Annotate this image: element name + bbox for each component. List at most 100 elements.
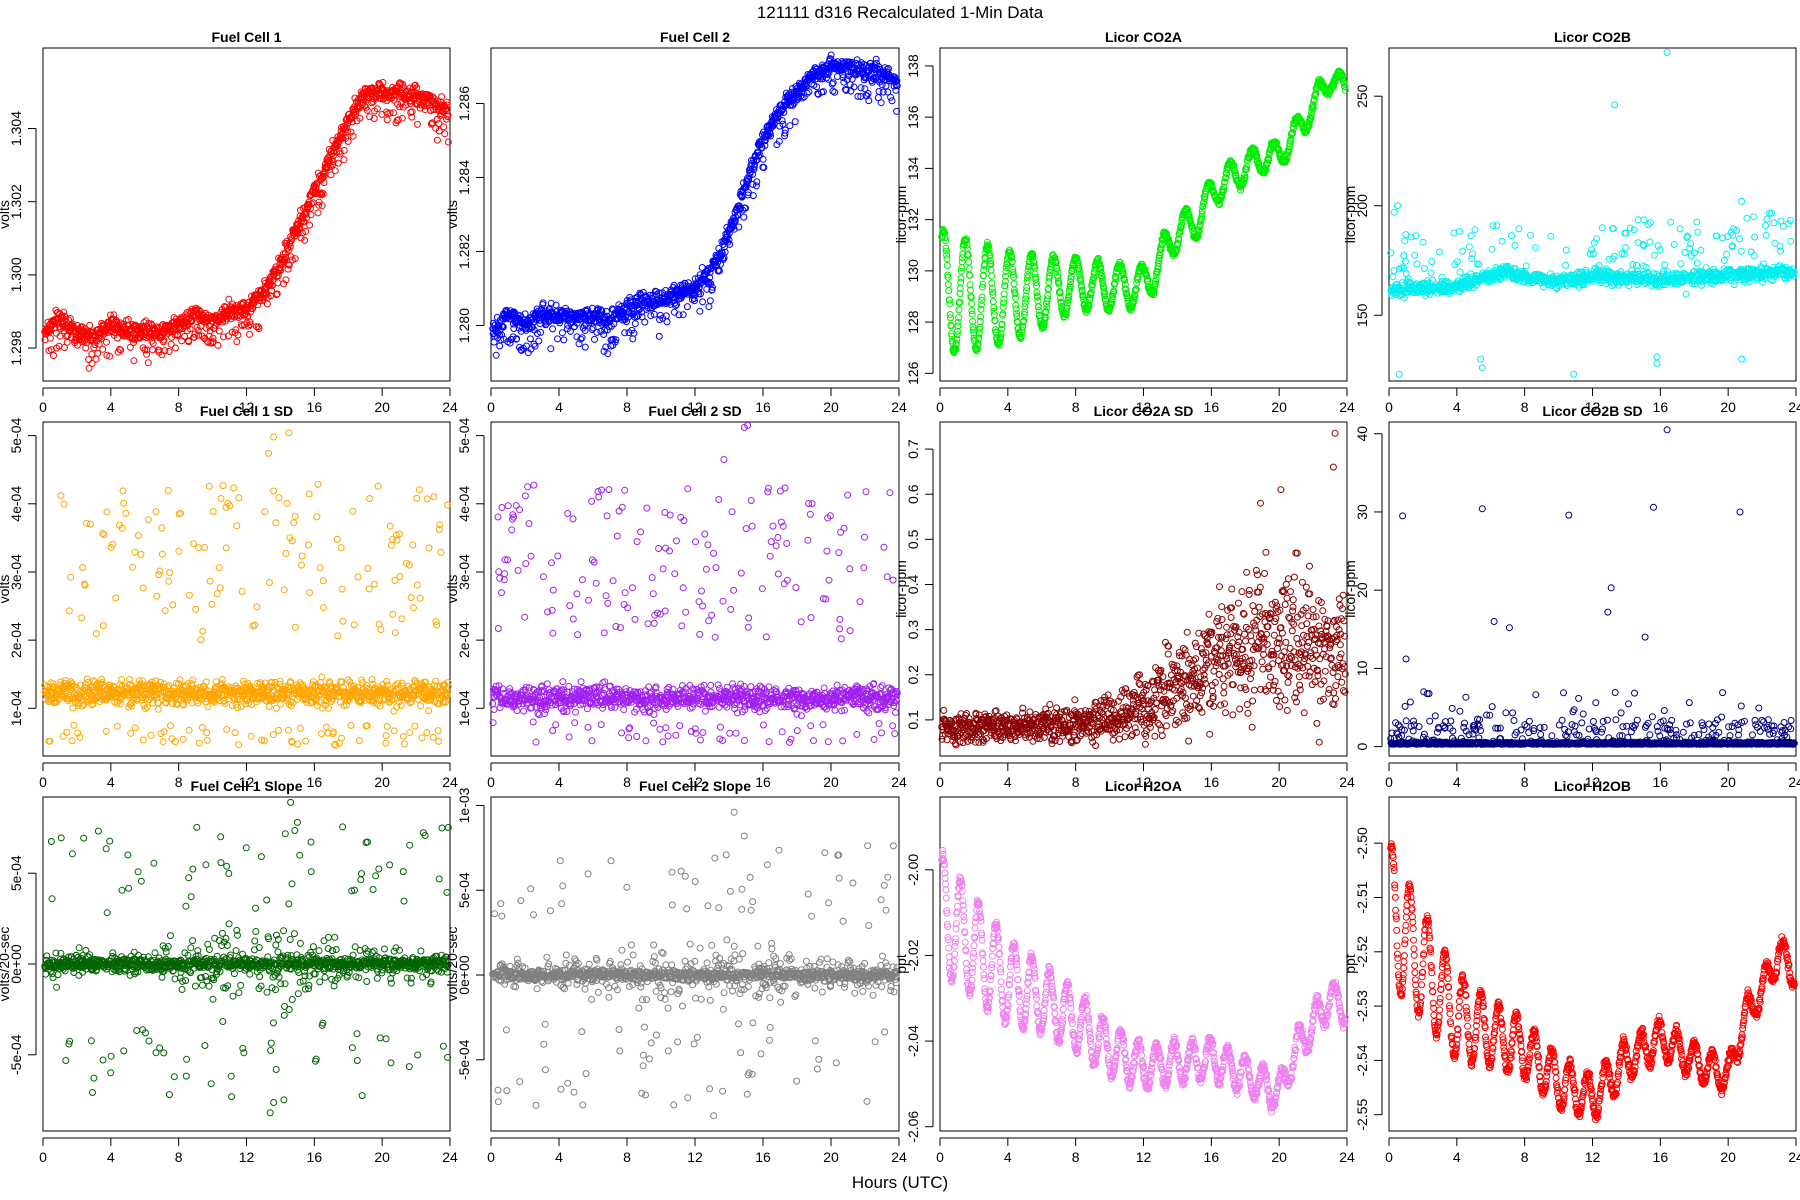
- data-point: [1693, 259, 1701, 267]
- data-point: [116, 345, 123, 353]
- data-point: [342, 123, 350, 131]
- data-point: [336, 150, 344, 158]
- data-point: [535, 337, 543, 345]
- data-points: [489, 51, 901, 359]
- data-point: [103, 338, 110, 346]
- data-point: [696, 307, 704, 315]
- data-point: [791, 118, 799, 126]
- data-point: [1751, 233, 1759, 241]
- y-tick-label: 126: [905, 361, 921, 385]
- data-points: [938, 67, 1349, 357]
- plot-frame: [42, 421, 451, 757]
- data-point: [246, 330, 253, 338]
- data-point: [318, 202, 326, 210]
- data-point: [209, 338, 217, 346]
- plot-frame: [939, 47, 1348, 382]
- y-axis-label: volts: [0, 200, 12, 229]
- y-tick-label: 1.284: [456, 160, 472, 195]
- data-point: [383, 116, 391, 124]
- data-point: [1498, 237, 1506, 245]
- data-point: [91, 341, 99, 349]
- y-tick-label: 136: [905, 105, 921, 129]
- data-point: [181, 333, 188, 340]
- data-point: [246, 321, 254, 329]
- data-point: [1400, 252, 1408, 259]
- data-point: [965, 265, 973, 273]
- y-tick-label: 250: [1354, 84, 1370, 108]
- data-point: [647, 312, 655, 320]
- data-point: [946, 300, 954, 308]
- x-tick-label: 4: [1004, 399, 1012, 415]
- data-point: [60, 344, 68, 351]
- data-point: [1653, 360, 1661, 367]
- data-point: [160, 336, 168, 344]
- x-tick-label: 16: [755, 399, 771, 415]
- x-tick-label: 8: [1072, 399, 1080, 415]
- data-point: [591, 335, 598, 343]
- data-point: [1390, 208, 1398, 216]
- data-point: [1456, 227, 1463, 235]
- data-point: [258, 297, 266, 305]
- data-point: [99, 622, 107, 630]
- data-point: [663, 318, 671, 326]
- x-tick-label: 4: [107, 399, 115, 415]
- panel-title: Fuel Cell 1: [211, 29, 281, 45]
- data-point: [100, 531, 108, 539]
- data-point: [126, 343, 134, 351]
- data-point: [1515, 225, 1523, 233]
- data-point: [1522, 262, 1530, 270]
- data-point: [143, 350, 151, 358]
- x-tick-label: 8: [1521, 399, 1529, 415]
- data-point: [1676, 225, 1684, 233]
- data-point: [957, 274, 965, 282]
- data-point: [1770, 219, 1778, 227]
- panel-title: Fuel Cell 1 SD: [200, 403, 293, 419]
- data-point: [398, 114, 406, 122]
- x-tick-label: 16: [1653, 399, 1669, 415]
- data-point: [186, 325, 194, 333]
- data-point: [246, 318, 254, 326]
- data-point: [118, 676, 126, 684]
- data-point: [831, 88, 839, 96]
- data-point: [1459, 247, 1467, 255]
- data-point: [233, 338, 241, 346]
- data-point: [1762, 222, 1769, 230]
- data-point: [195, 306, 203, 314]
- x-tick-label: 0: [39, 399, 47, 415]
- data-point: [945, 287, 953, 295]
- data-point: [1389, 273, 1397, 281]
- data-point: [86, 321, 94, 329]
- y-tick-label: 1.280: [456, 308, 472, 343]
- data-point: [1511, 241, 1519, 249]
- data-point: [344, 128, 351, 136]
- data-point: [1450, 229, 1458, 237]
- data-point: [79, 564, 87, 572]
- data-point: [56, 332, 64, 340]
- data-point: [390, 109, 397, 117]
- data-point: [308, 200, 316, 208]
- data-point: [320, 172, 328, 180]
- x-tick-label: 8: [623, 399, 631, 415]
- data-point: [327, 171, 335, 179]
- data-point: [1456, 268, 1464, 276]
- data-point: [244, 322, 252, 330]
- x-tick-label: 12: [239, 399, 255, 415]
- data-point: [827, 51, 835, 59]
- data-point: [1401, 257, 1409, 265]
- data-point: [549, 325, 557, 333]
- data-point: [285, 246, 293, 254]
- data-point: [140, 318, 148, 326]
- data-point: [224, 332, 232, 340]
- y-tick-label: 130: [905, 259, 921, 283]
- data-point: [631, 320, 639, 328]
- y-tick-label: 4e-04: [8, 486, 24, 522]
- data-point: [234, 331, 242, 339]
- data-point: [1670, 241, 1678, 248]
- data-point: [1436, 248, 1443, 256]
- data-point: [326, 151, 334, 159]
- data-point: [1682, 290, 1690, 298]
- data-point: [1693, 218, 1701, 226]
